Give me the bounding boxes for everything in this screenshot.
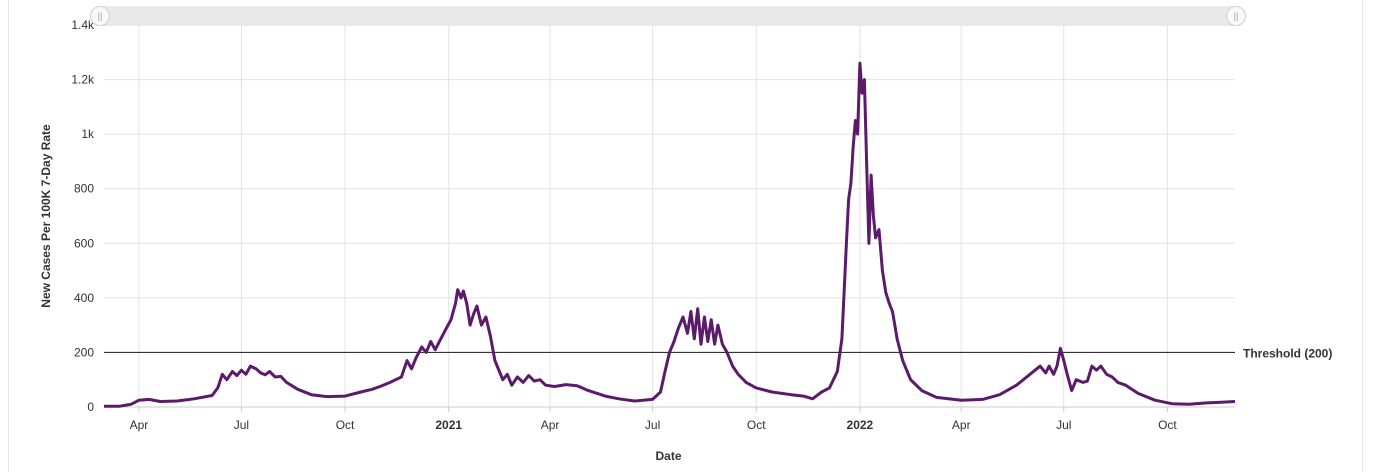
y-axis-title: New Cases Per 100K 7-Day Rate	[39, 124, 53, 308]
x-tick-label: Oct	[1158, 418, 1177, 432]
range-navigator[interactable]: || ||	[90, 6, 1246, 26]
y-tick-label: 1k	[81, 127, 95, 141]
y-tick-label: 600	[74, 236, 94, 250]
chart-frame	[8, 0, 1363, 472]
x-tick-label: Apr	[541, 418, 560, 432]
x-axis-title: Date	[655, 449, 681, 463]
grip-icon: ||	[97, 10, 103, 21]
x-tick-label: Jul	[1056, 418, 1071, 432]
x-tick-label: Jul	[645, 418, 660, 432]
y-tick-label: 1.4k	[71, 18, 95, 32]
y-tick-label: 0	[87, 400, 94, 414]
x-tick-label: Apr	[952, 418, 971, 432]
y-tick-label: 400	[74, 291, 94, 305]
grip-icon: ||	[1233, 10, 1239, 21]
x-tick-label: 2022	[847, 418, 874, 432]
x-tick-label: Oct	[336, 418, 355, 432]
y-tick-label: 200	[74, 345, 94, 359]
x-axis-ticks: Apr Jul Oct 2021 Apr Jul Oct 2022 Apr Jul Oct	[130, 407, 1177, 432]
navigator-right-handle[interactable]: ||	[1226, 6, 1246, 26]
y-tick-label: 1.2k	[71, 73, 95, 87]
series-line	[104, 61, 1236, 408]
grid	[104, 24, 1235, 408]
y-axis-ticks: 0 200 400 600 800 1k 1.2k 1.4k	[71, 18, 95, 414]
y-tick-label: 800	[74, 182, 94, 196]
x-tick-label: Oct	[747, 418, 766, 432]
threshold-label: Threshold (200)	[1243, 346, 1332, 360]
x-tick-label: 2021	[435, 418, 462, 432]
x-tick-label: Apr	[130, 418, 149, 432]
navigator-left-handle[interactable]: ||	[90, 6, 110, 26]
x-tick-label: Jul	[234, 418, 249, 432]
